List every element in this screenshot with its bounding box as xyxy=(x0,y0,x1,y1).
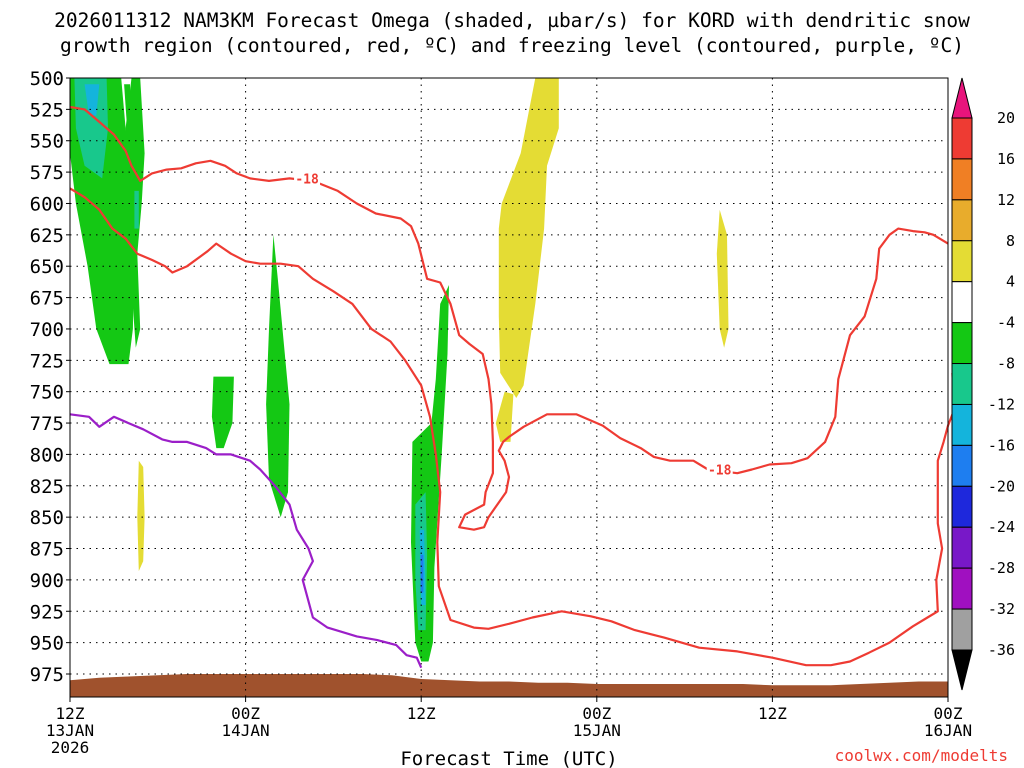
colorbar-label-4: 4 xyxy=(1006,273,1015,291)
x-tick-date-0: 13JAN xyxy=(46,721,94,740)
surface-terrain-layer xyxy=(70,674,948,697)
y-tick-label-850: 850 xyxy=(30,507,64,529)
colorbar-swatch-0 xyxy=(951,117,973,160)
colorbar-swatch-9 xyxy=(951,485,973,528)
x-tick-label-48: 12Z xyxy=(758,704,787,723)
omega-shading-layer xyxy=(70,78,729,662)
y-tick-label-500: 500 xyxy=(30,68,64,90)
contour-label-bg-0 xyxy=(294,171,321,186)
colorbar-label-11: -28 xyxy=(988,559,1015,577)
y-tick-label-750: 750 xyxy=(30,382,64,404)
x-tick-label-0: 12Z xyxy=(56,704,85,723)
x-axis-label: Forecast Time (UTC) xyxy=(400,748,617,768)
colorbar-swatch-2 xyxy=(951,199,973,242)
credit-text: coolwx.com/modelts xyxy=(835,746,1008,765)
plot-frame xyxy=(69,77,949,698)
colorbar-label-5: -4 xyxy=(997,314,1015,332)
colorbar-swatch-10 xyxy=(951,526,973,569)
chart-title-line-1: 2026011312 NAM3KM Forecast Omega (shaded… xyxy=(54,9,970,32)
omega-region-2 xyxy=(84,84,100,116)
surface-terrain xyxy=(70,674,948,697)
colorbar-label-0: 20 xyxy=(997,109,1015,127)
x-tick-date-12: 14JAN xyxy=(222,721,270,740)
colorbar-label-2: 12 xyxy=(997,191,1015,209)
colorbar-label-3: 8 xyxy=(1006,232,1015,250)
colorbar-arrow-bottom xyxy=(951,649,973,691)
omega-region-7 xyxy=(266,234,290,518)
x-tick-date-36: 15JAN xyxy=(573,721,621,740)
y-tick-label-550: 550 xyxy=(30,131,64,153)
x-tick-label-12: 00Z xyxy=(231,704,260,723)
contour-label-bg-1 xyxy=(706,462,733,477)
colorbar-legend: 20 16 12 8 4 -4 -8 -12 -16 -20 -24 -28 -32 -36 xyxy=(951,77,1015,691)
dendritic-contour-line-0 xyxy=(69,105,949,531)
omega-region-5 xyxy=(134,190,139,229)
x-tick-year-0: 2026 xyxy=(51,738,90,757)
colorbar-label-8: -16 xyxy=(988,436,1015,454)
omega-region-6 xyxy=(211,376,234,449)
y-tick-label-700: 700 xyxy=(30,319,64,341)
omega-region-11 xyxy=(420,554,424,593)
colorbar-swatch-11 xyxy=(951,567,973,610)
colorbar-arrow-top xyxy=(951,77,973,119)
y-tick-label-600: 600 xyxy=(30,193,64,215)
colorbar-label-7: -12 xyxy=(988,395,1015,413)
colorbar-swatch-1 xyxy=(951,158,973,201)
contour-layer: -18 -18 xyxy=(69,105,956,669)
dendritic-contour-line-1 xyxy=(69,187,956,667)
x-tick-label-36: 00Z xyxy=(582,704,611,723)
y-tick-label-675: 675 xyxy=(30,288,64,310)
y-tick-label-625: 625 xyxy=(30,225,64,247)
colorbar-label-10: -24 xyxy=(988,518,1015,536)
omega-region-13 xyxy=(498,78,559,398)
y-tick-label-950: 950 xyxy=(30,633,64,655)
y-tick-label-575: 575 xyxy=(30,162,64,184)
x-tick-label-60: 00Z xyxy=(934,704,963,723)
colorbar-label-6: -8 xyxy=(997,355,1015,373)
omega-region-1 xyxy=(74,78,108,179)
y-tick-label-900: 900 xyxy=(30,570,64,592)
colorbar-swatch-5 xyxy=(951,322,973,365)
y-tick-label-525: 525 xyxy=(30,99,64,121)
omega-region-14 xyxy=(495,391,514,442)
y-tick-label-925: 925 xyxy=(30,601,64,623)
x-tick-label-24: 12Z xyxy=(407,704,436,723)
y-tick-label-650: 650 xyxy=(30,256,64,278)
colorbar-swatch-4 xyxy=(951,281,973,324)
contour-label-0: -18 xyxy=(295,172,319,187)
omega-region-8 xyxy=(411,285,449,662)
y-tick-label-825: 825 xyxy=(30,476,64,498)
y-tick-label-975: 975 xyxy=(30,664,64,686)
colorbar-swatch-6 xyxy=(951,363,973,405)
y-tick-label-800: 800 xyxy=(30,444,64,466)
x-tick-date-60: 16JAN xyxy=(924,721,972,740)
colorbar-label-1: 16 xyxy=(997,150,1015,168)
colorbar-swatch-8 xyxy=(951,444,973,487)
colorbar-swatch-7 xyxy=(951,403,973,446)
y-tick-label-875: 875 xyxy=(30,539,64,561)
colorbar-swatch-3 xyxy=(951,240,973,283)
y-tick-label-775: 775 xyxy=(30,413,64,435)
grid-layer xyxy=(70,77,948,697)
colorbar-swatch-12 xyxy=(951,608,973,651)
omega-region-12 xyxy=(137,460,145,572)
colorbar-label-12: -32 xyxy=(988,600,1015,618)
colorbar-label-13: -36 xyxy=(988,641,1015,659)
y-axis: 500 525 550 575 600 625 650 675 700 725 750 775 800 8… xyxy=(30,68,70,686)
omega-region-15 xyxy=(716,209,729,348)
colorbar-label-9: -20 xyxy=(988,477,1015,495)
contour-label-1: -18 xyxy=(708,463,732,478)
freezing-level-line xyxy=(69,413,423,669)
chart-title-line-2: growth region (contoured, red, ºC) and f… xyxy=(60,34,964,57)
y-tick-label-725: 725 xyxy=(30,350,64,372)
